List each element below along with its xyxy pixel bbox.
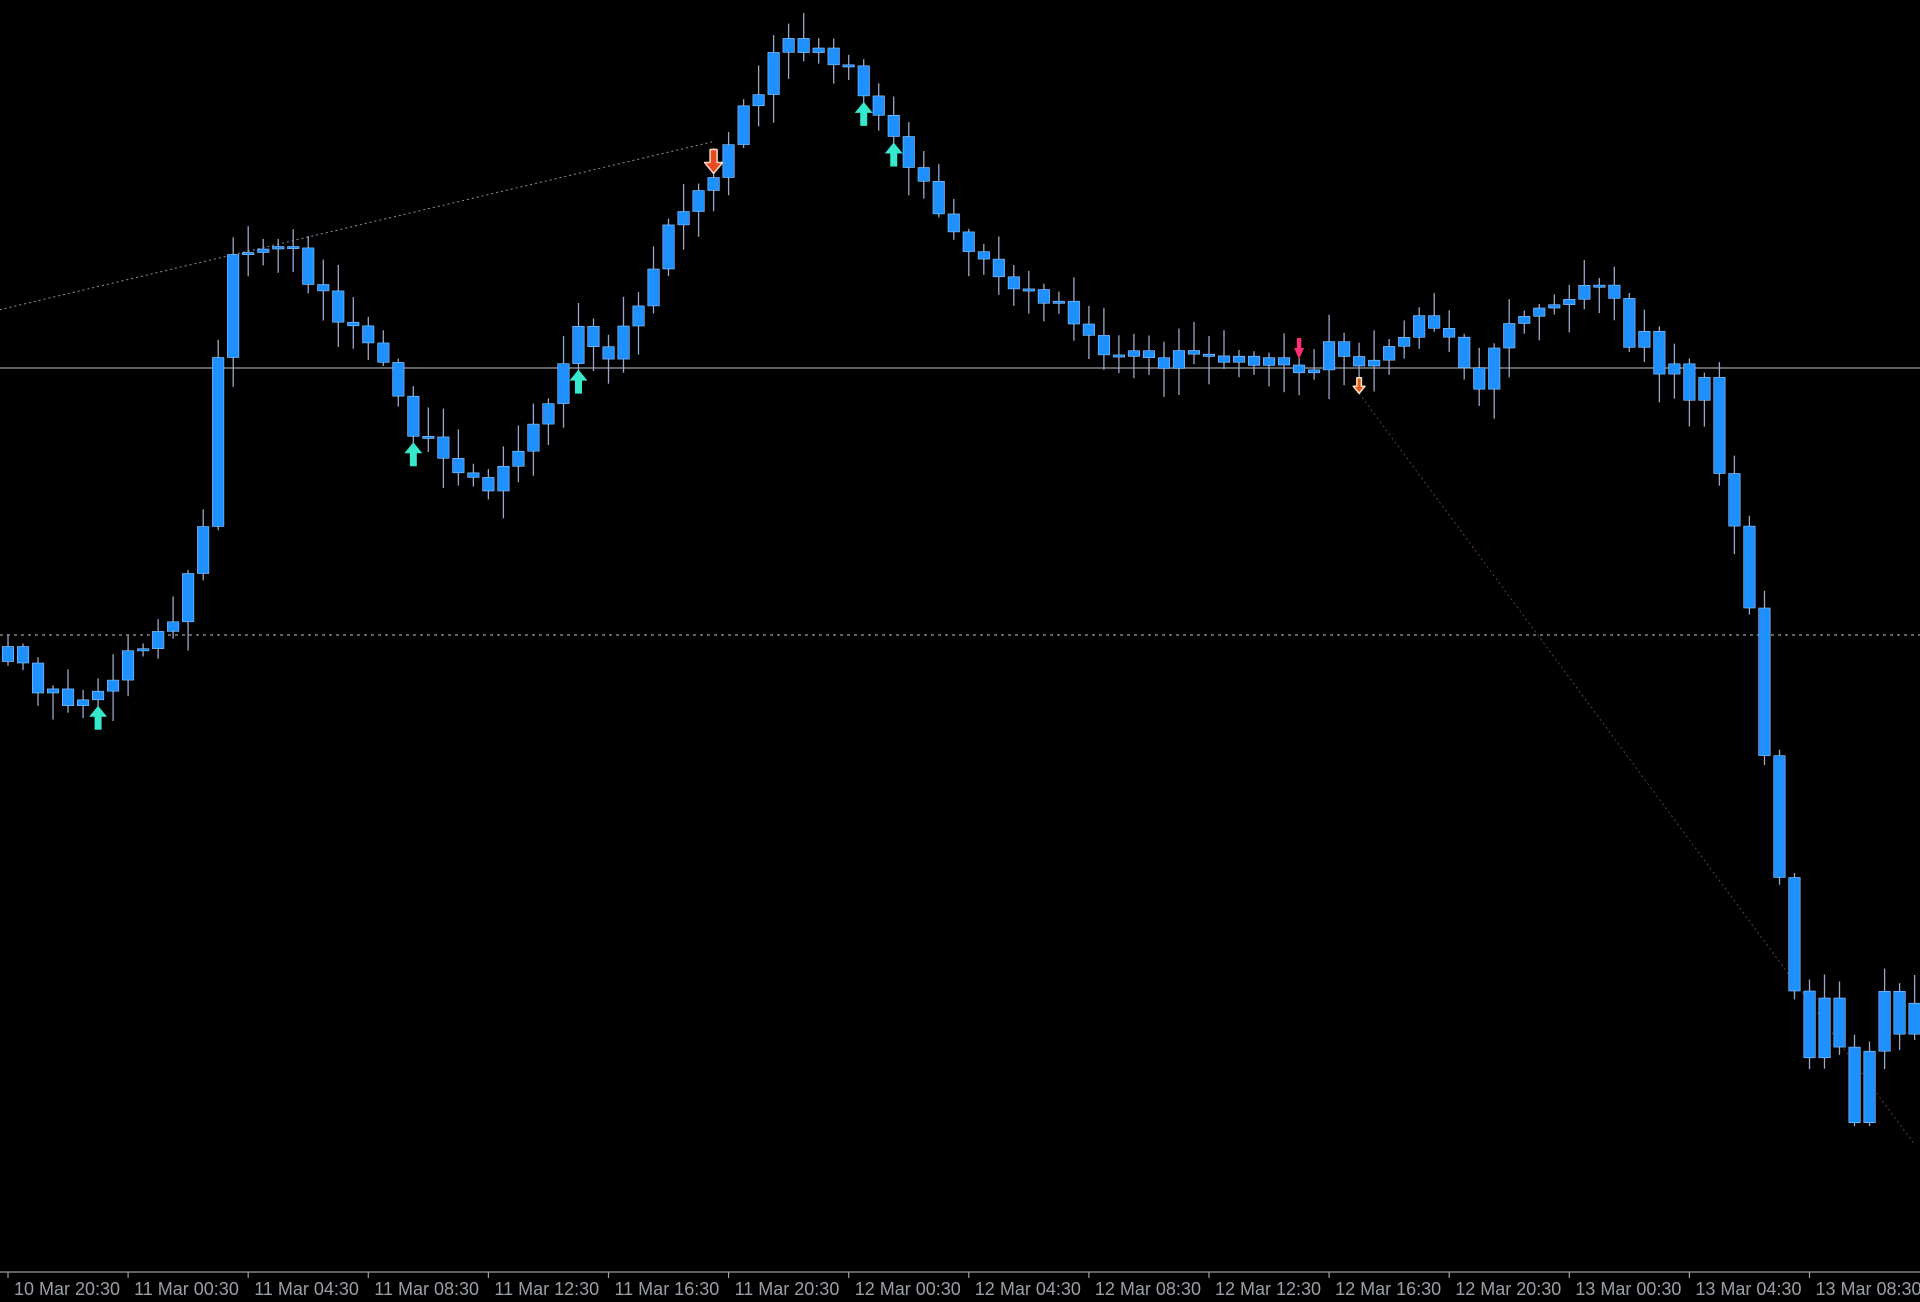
svg-text:11 Mar 20:30: 11 Mar 20:30 (735, 1279, 840, 1299)
svg-text:12 Mar 00:30: 12 Mar 00:30 (855, 1279, 961, 1299)
svg-text:12 Mar 12:30: 12 Mar 12:30 (1215, 1279, 1321, 1299)
svg-text:12 Mar 16:30: 12 Mar 16:30 (1335, 1279, 1441, 1299)
svg-text:10 Mar 20:30: 10 Mar 20:30 (14, 1279, 120, 1299)
svg-text:11 Mar 16:30: 11 Mar 16:30 (615, 1279, 720, 1299)
svg-text:13 Mar 04:30: 13 Mar 04:30 (1695, 1279, 1801, 1299)
svg-text:13 Mar 00:30: 13 Mar 00:30 (1575, 1279, 1681, 1299)
svg-text:11 Mar 04:30: 11 Mar 04:30 (254, 1279, 359, 1299)
svg-text:11 Mar 00:30: 11 Mar 00:30 (134, 1279, 239, 1299)
svg-text:11 Mar 12:30: 11 Mar 12:30 (494, 1279, 599, 1299)
svg-text:12 Mar 08:30: 12 Mar 08:30 (1095, 1279, 1201, 1299)
svg-text:13 Mar 08:30: 13 Mar 08:30 (1816, 1279, 1920, 1299)
svg-text:11 Mar 08:30: 11 Mar 08:30 (374, 1279, 479, 1299)
svg-text:12 Mar 04:30: 12 Mar 04:30 (975, 1279, 1081, 1299)
svg-text:12 Mar 20:30: 12 Mar 20:30 (1455, 1279, 1561, 1299)
